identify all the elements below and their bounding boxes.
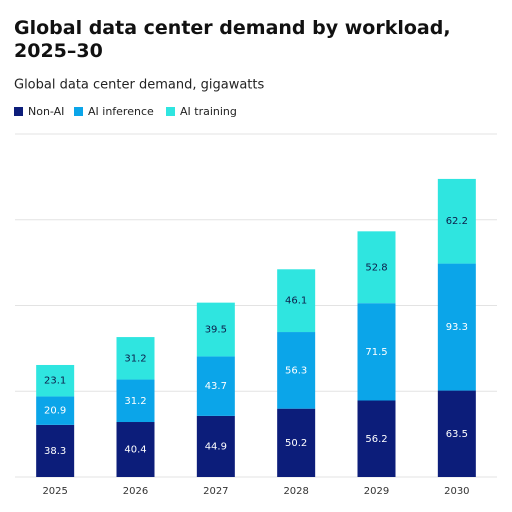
- bar-segment: [277, 269, 316, 333]
- x-tick-label: 2029: [364, 486, 389, 497]
- x-tick-label: 2026: [123, 486, 148, 497]
- bar-segment: [196, 415, 235, 477]
- x-tick-label: 2030: [444, 486, 469, 497]
- value-label: 50.2: [285, 438, 307, 449]
- value-label: 56.2: [365, 434, 387, 445]
- legend-swatch: [74, 107, 83, 116]
- value-label: 31.2: [124, 353, 146, 364]
- legend-swatch: [166, 107, 175, 116]
- value-label: 46.1: [285, 296, 307, 307]
- value-label: 31.2: [124, 396, 146, 407]
- value-label: 62.2: [446, 216, 468, 227]
- x-tick-label: 2028: [283, 486, 308, 497]
- value-label: 38.3: [44, 446, 66, 457]
- value-label: 52.8: [365, 262, 387, 273]
- value-label: 39.5: [205, 325, 227, 336]
- chart-subtitle: Global data center demand, gigawatts: [14, 78, 264, 93]
- bar-segment: [357, 303, 396, 401]
- bar-segment: [357, 231, 396, 304]
- bar-segment: [437, 263, 476, 391]
- legend-label: AI training: [180, 105, 237, 118]
- chart-title: Global data center demand by workload, 20…: [14, 17, 451, 62]
- bar-segment: [36, 396, 75, 425]
- value-label: 20.9: [44, 406, 66, 417]
- value-label: 63.5: [446, 429, 468, 440]
- legend-swatch: [14, 107, 23, 116]
- bar-segment: [116, 422, 155, 477]
- bar-segment: [196, 356, 235, 416]
- value-label: 43.7: [205, 381, 227, 392]
- bar-segment: [277, 332, 316, 409]
- bar-segment: [116, 337, 155, 380]
- bar-segment: [196, 302, 235, 357]
- bar-segment: [437, 178, 476, 264]
- x-tick-label: 2025: [42, 486, 67, 497]
- bar-segment: [116, 379, 155, 423]
- value-label: 56.3: [285, 365, 307, 376]
- value-label: 40.4: [124, 445, 146, 456]
- value-label: 23.1: [44, 376, 66, 387]
- legend-label: AI inference: [88, 105, 154, 118]
- value-label: 93.3: [446, 322, 468, 333]
- value-label: 71.5: [365, 347, 387, 358]
- bar-segment: [357, 400, 396, 477]
- bar-segment: [36, 424, 75, 477]
- bar-segment: [36, 364, 75, 397]
- x-tick-label: 2027: [203, 486, 228, 497]
- legend-label: Non-AI: [28, 105, 64, 118]
- bar-segment: [277, 408, 316, 477]
- value-label: 44.9: [205, 441, 227, 452]
- bar-segment: [437, 390, 476, 477]
